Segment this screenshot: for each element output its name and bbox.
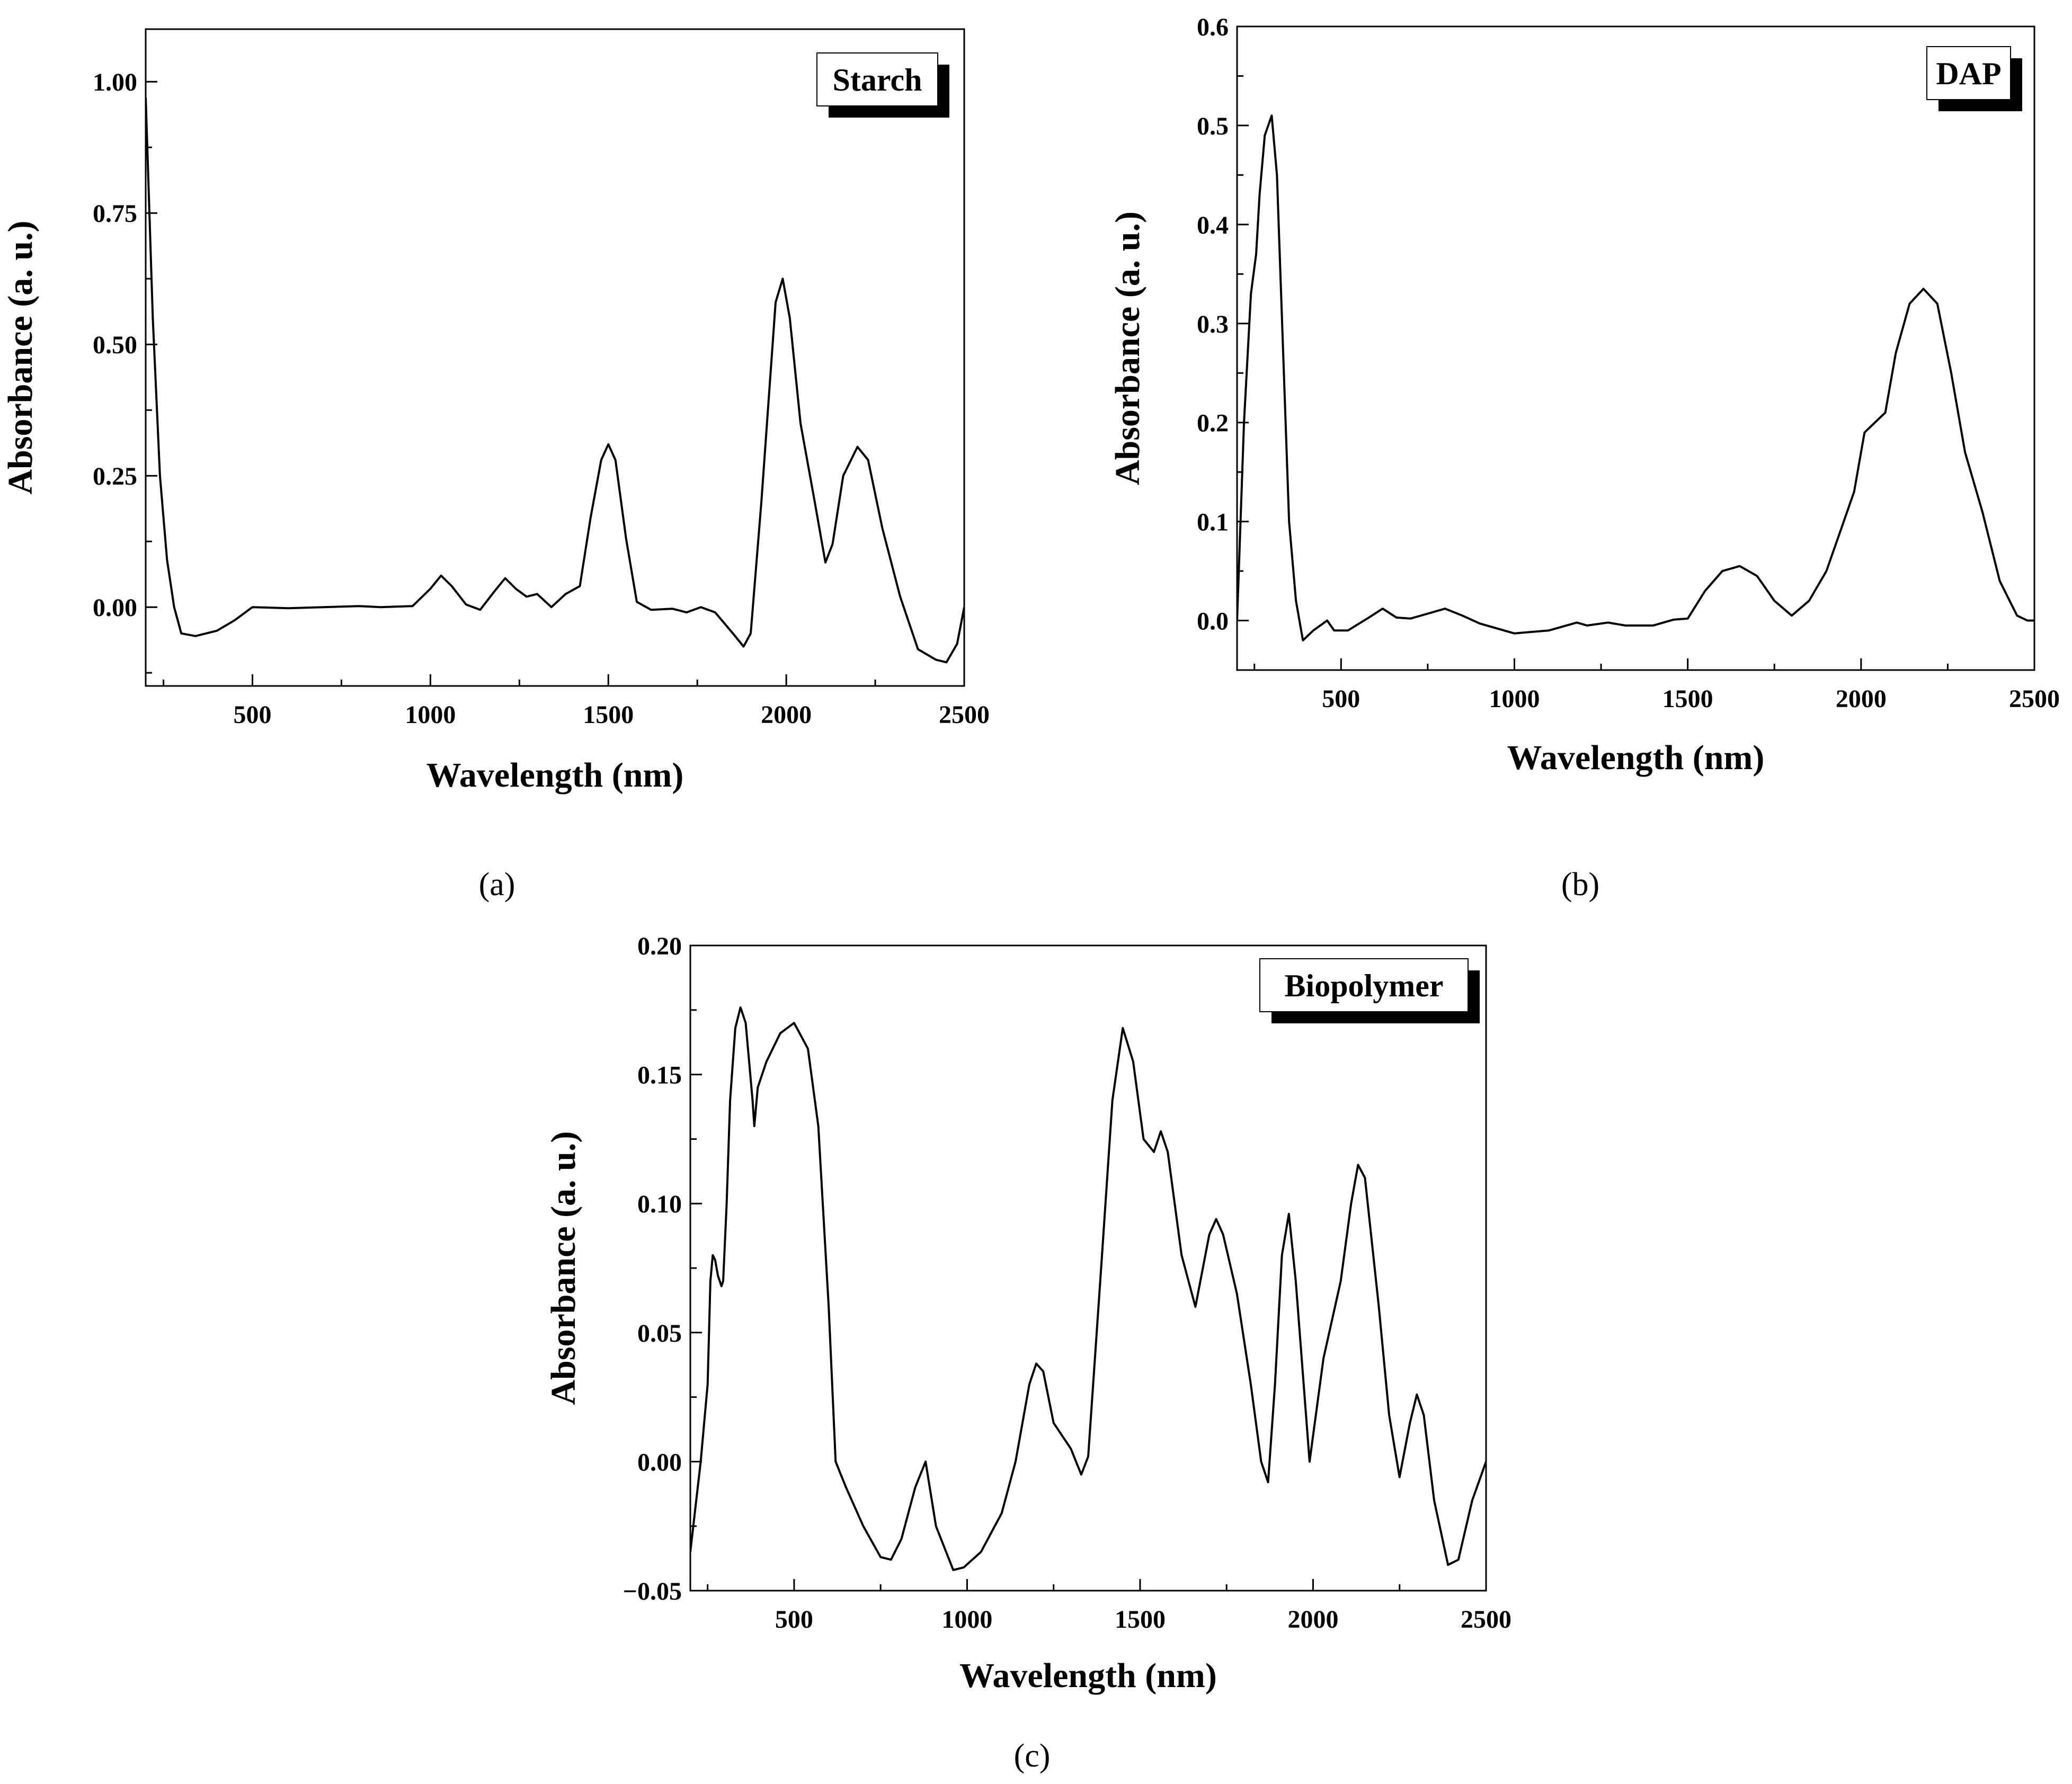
- panel-c: 500 1000 1500 2000 2500 −0.05 0.00 0.05 0.10 0.15…: [544, 932, 1511, 1774]
- x-tick-label: 2500: [1461, 1605, 1511, 1634]
- y-tick-label: 0.50: [93, 331, 137, 359]
- y-tick-label: 0.4: [1197, 211, 1229, 239]
- x-tick-label: 2000: [1836, 685, 1887, 713]
- y-tick-label: −0.05: [623, 1577, 682, 1605]
- x-tick-label: 2000: [1287, 1605, 1338, 1634]
- y-tick-label: 0.3: [1197, 310, 1229, 338]
- y-tick-label: 0.00: [637, 1448, 682, 1476]
- panel-label: (a): [479, 867, 515, 903]
- panel-label: (c): [1014, 1738, 1051, 1774]
- x-tick-label: 2500: [939, 701, 990, 729]
- x-axis-title: Wavelength (nm): [426, 756, 684, 795]
- panel-label: (b): [1561, 867, 1599, 903]
- series-line-dap: [1237, 114, 2034, 641]
- y-tick-label: 0.2: [1197, 409, 1229, 438]
- panel-b: 500 1000 1500 2000 2500 0.0 0.1 0.2 0.3 0.4 0.5 0.6…: [1108, 13, 2060, 903]
- y-axis-title: Absorbance (a. u.): [1, 220, 40, 494]
- x-tick-label: 1500: [1662, 685, 1713, 713]
- y-tick-label: 0.20: [637, 932, 682, 960]
- series-line-biopolymer: [690, 1006, 1486, 1571]
- x-tick-label: 1000: [405, 701, 456, 729]
- y-tick-label: 0.10: [637, 1190, 682, 1218]
- legend-label: Starch: [833, 63, 922, 97]
- y-tick-label: 1.00: [93, 68, 137, 96]
- x-axis-title: Wavelength (nm): [959, 1656, 1217, 1695]
- legend-box: [1259, 958, 1469, 1012]
- x-tick-label: 500: [1322, 685, 1360, 713]
- panel-a: 500 1000 1500 2000 2500 0.00 0.25 0.50 0.75 1.00 S…: [1, 28, 990, 903]
- plot-frame: [689, 944, 1487, 1592]
- y-tick-label: 0.5: [1197, 112, 1229, 140]
- x-tick-label: 1000: [941, 1605, 992, 1634]
- x-tick-label: 2000: [761, 701, 812, 729]
- y-tick-label: 0.00: [93, 594, 137, 622]
- legend-box: [816, 52, 938, 106]
- y-tick-label: 0.25: [93, 462, 137, 490]
- x-tick-label: 2500: [2009, 685, 2060, 713]
- y-tick-label: 0.75: [93, 200, 137, 228]
- y-tick-label: 0.1: [1197, 509, 1229, 537]
- x-axis-title: Wavelength (nm): [1507, 738, 1765, 777]
- legend-box: [1926, 46, 2011, 100]
- y-axis-title: Absorbance (a. u.): [1108, 211, 1147, 485]
- x-tick-label: 1500: [583, 701, 634, 729]
- y-axis-title: Absorbance (a. u.): [544, 1131, 583, 1405]
- y-tick-label: 0.15: [637, 1062, 682, 1090]
- y-tick-label: 0.05: [637, 1319, 682, 1348]
- y-tick-label: 0.0: [1197, 608, 1229, 636]
- x-tick-label: 500: [775, 1605, 813, 1634]
- series-line-starch: [146, 97, 964, 664]
- plot-frame: [145, 28, 965, 687]
- x-tick-label: 500: [234, 701, 272, 729]
- x-tick-label: 1000: [1489, 685, 1540, 713]
- x-tick-label: 1500: [1115, 1605, 1166, 1634]
- legend-label: DAP: [1936, 56, 2001, 91]
- y-tick-label: 0.6: [1197, 13, 1229, 41]
- legend-label: Biopolymer: [1285, 968, 1444, 1003]
- plot-frame: [1236, 25, 2035, 671]
